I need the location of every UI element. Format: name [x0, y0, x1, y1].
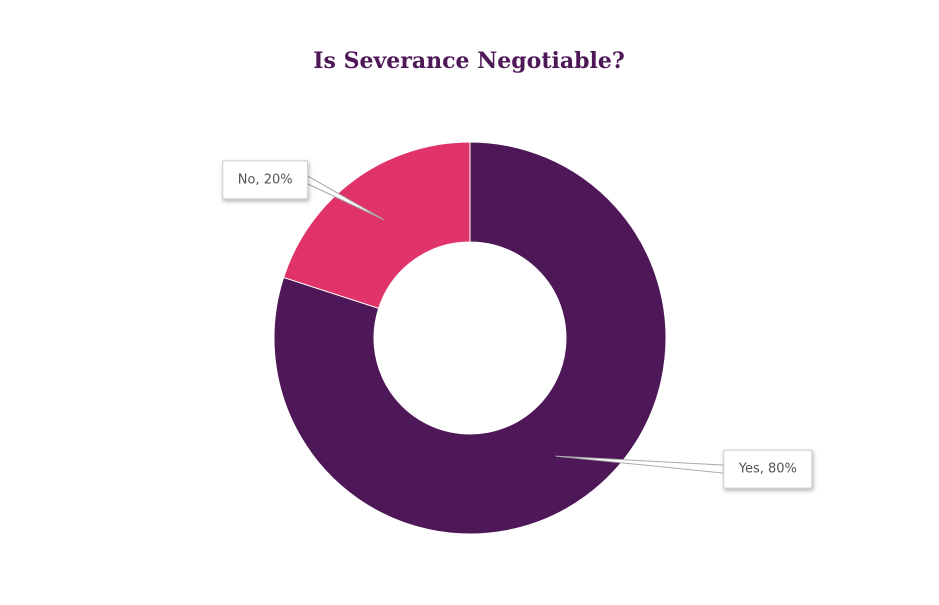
- donut-slice: [282, 141, 471, 309]
- label-box: [222, 160, 309, 200]
- data-label-text: No, 20%: [238, 172, 293, 187]
- data-label-text: Yes, 80%: [738, 462, 797, 477]
- chart-title: Is Severance Negotiable?: [313, 48, 624, 74]
- donut-slice: [273, 141, 667, 535]
- data-label: Yes, 80%: [555, 449, 813, 489]
- data-label: No, 20%: [222, 160, 385, 221]
- label-box: [723, 449, 813, 489]
